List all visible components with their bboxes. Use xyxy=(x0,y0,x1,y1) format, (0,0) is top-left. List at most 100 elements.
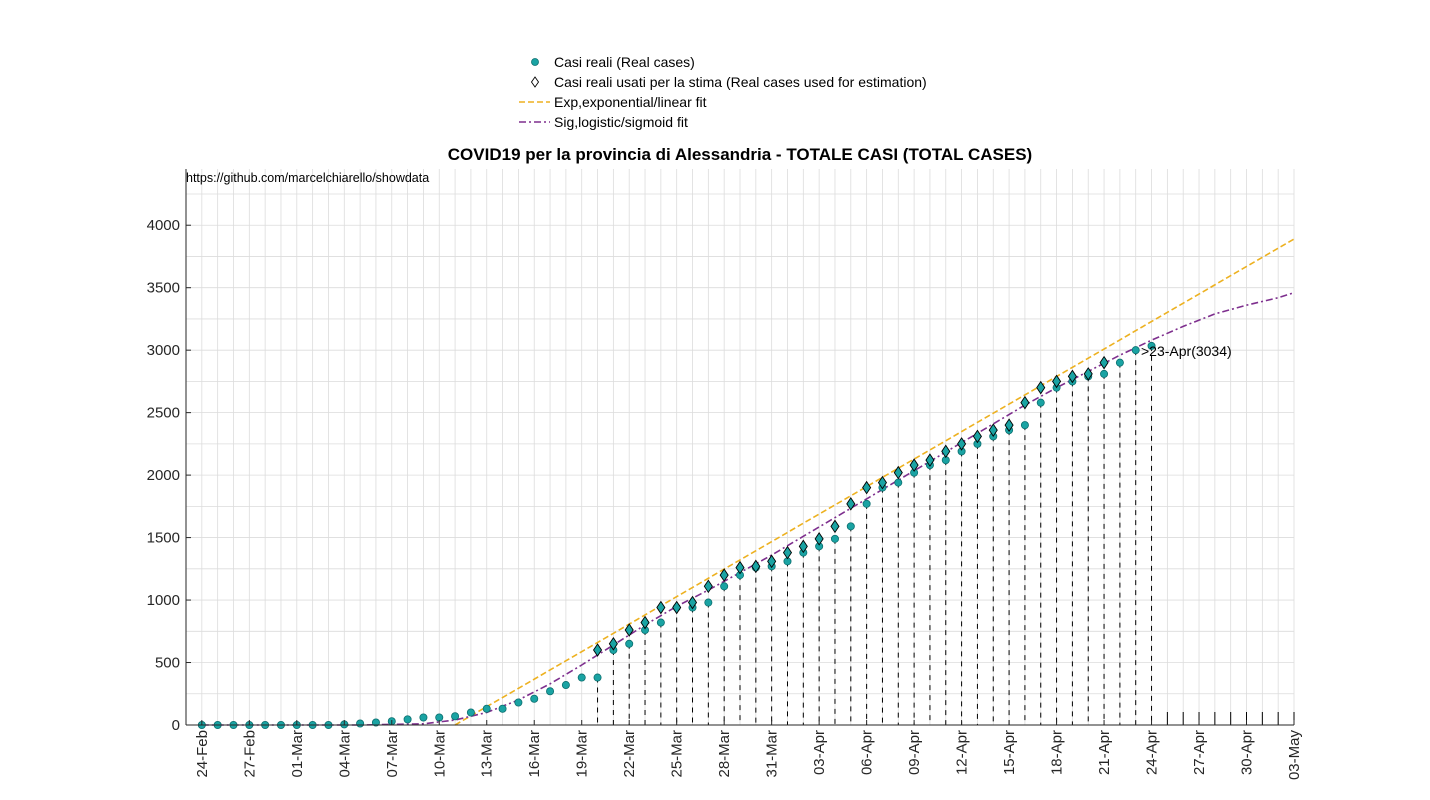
estimation-diamond xyxy=(877,475,887,490)
estimation-diamond xyxy=(703,579,713,594)
x-tick-label: 13-Mar xyxy=(479,730,496,778)
real-case-point xyxy=(546,687,555,696)
x-tick-label: 30-Apr xyxy=(1239,730,1256,775)
source-url: https://github.com/marcelchiarello/showd… xyxy=(186,171,429,185)
estimation-diamond xyxy=(672,600,682,615)
legend-marker-real-cases xyxy=(531,58,539,66)
x-tick-label: 03-Apr xyxy=(811,730,828,775)
estimation-diamond xyxy=(656,600,666,615)
estimation-diamond xyxy=(735,560,745,575)
estimation-diamond xyxy=(941,444,951,459)
estimation-diamond xyxy=(767,554,777,569)
estimation-diamond xyxy=(1004,418,1014,432)
estimation-diamond xyxy=(640,615,650,630)
x-tick-label: 22-Mar xyxy=(621,730,638,778)
real-case-point xyxy=(371,718,380,727)
estimation-diamond xyxy=(1083,367,1093,381)
estimation-diamond xyxy=(1067,369,1077,384)
real-case-point xyxy=(451,712,460,721)
estimation-diamond xyxy=(1036,380,1046,395)
real-case-point xyxy=(577,673,586,682)
legend-label-exp-fit: Exp,exponential/linear fit xyxy=(554,94,707,110)
estimation-diamond xyxy=(608,636,618,651)
x-tick-label: 12-Apr xyxy=(954,730,971,775)
estimation-diamond xyxy=(862,480,872,495)
x-tick-label: 31-Mar xyxy=(764,730,781,778)
y-tick-label: 1500 xyxy=(147,530,180,547)
real-case-point xyxy=(720,582,729,591)
real-case-point xyxy=(530,694,539,703)
real-case-point xyxy=(403,715,412,724)
x-tick-label: 18-Apr xyxy=(1049,730,1066,775)
y-tick-label: 2000 xyxy=(147,467,180,484)
real-case-point xyxy=(1100,369,1109,378)
grid-lines xyxy=(185,169,1295,726)
real-case-point xyxy=(466,708,475,717)
x-tick-label: 25-Mar xyxy=(669,730,686,778)
drop-lines xyxy=(597,345,1295,725)
y-tick-label: 500 xyxy=(155,655,180,672)
real-case-point xyxy=(498,704,507,713)
estimation-diamond xyxy=(1099,355,1109,370)
legend-marker-estimation-cases xyxy=(530,76,540,88)
x-tick-label: 10-Mar xyxy=(431,730,448,778)
real-case-point xyxy=(514,698,523,707)
sigmoid-fit-line xyxy=(201,291,1295,726)
real-case-point xyxy=(862,499,871,508)
estimation-diamond xyxy=(909,458,919,472)
legend-label-estimation-cases: Casi reali usati per la stima (Real case… xyxy=(554,74,927,90)
x-tick-label: 04-Mar xyxy=(336,730,353,778)
last-point-annotation: >23-Apr(3034) xyxy=(1141,343,1232,359)
x-tick-label: 09-Apr xyxy=(906,730,923,775)
estimation-diamond xyxy=(798,539,808,554)
y-tick-label: 3000 xyxy=(147,342,180,359)
real-case-point xyxy=(656,618,665,627)
chart-title: COVID19 per la provincia di Alessandria … xyxy=(448,145,1032,164)
real-case-point xyxy=(1020,421,1029,430)
estimation-diamond xyxy=(624,623,634,637)
real-case-point xyxy=(894,478,903,487)
estimation-diamond xyxy=(1052,374,1062,389)
estimation-diamond xyxy=(830,519,840,534)
real-case-point xyxy=(593,673,602,682)
x-tick-label: 28-Mar xyxy=(716,730,733,778)
real-case-point xyxy=(846,522,855,531)
y-tick-label: 0 xyxy=(172,717,180,734)
y-tick-label: 2500 xyxy=(147,405,180,422)
x-tick-label: 27-Apr xyxy=(1191,730,1208,775)
estimation-diamond xyxy=(687,595,698,610)
y-tick-label: 3500 xyxy=(147,280,180,297)
estimation-diamond xyxy=(751,559,761,574)
x-tick-label: 27-Feb xyxy=(241,730,258,778)
estimation-diamond xyxy=(719,568,729,582)
estimation-diamond xyxy=(814,532,824,546)
estimation-diamond xyxy=(925,453,935,467)
real-case-point xyxy=(561,681,570,690)
real-case-point xyxy=(1131,346,1140,355)
axes xyxy=(185,169,1295,726)
x-tick-label: 06-Apr xyxy=(859,730,876,775)
estimation-diamond xyxy=(988,423,998,437)
x-tick-label: 07-Mar xyxy=(384,730,401,778)
exp-fit-line xyxy=(454,238,1295,726)
estimation-diamond xyxy=(782,545,793,560)
real-case-point xyxy=(625,639,634,648)
legend-label-real-cases: Casi reali (Real cases) xyxy=(554,54,695,70)
y-tick-label: 1000 xyxy=(147,592,180,609)
real-case-point xyxy=(704,598,713,607)
real-case-point xyxy=(1036,398,1045,407)
x-tick-label: 01-Mar xyxy=(289,730,306,778)
estimation-diamond xyxy=(846,497,856,511)
real-case-point xyxy=(1115,358,1124,367)
real-case-point xyxy=(356,719,365,728)
real-case-point xyxy=(419,713,428,722)
x-tick-label: 24-Apr xyxy=(1144,730,1161,775)
estimation-diamond xyxy=(972,429,982,444)
x-tick-label: 24-Feb xyxy=(194,730,211,778)
tick-labels: 0 500 1000 1500 2000 2500 3000 3500 4000 24-Feb 27… xyxy=(147,217,1303,780)
x-tick-label: 03-May xyxy=(1286,730,1303,781)
estimation-diamond xyxy=(1020,395,1030,410)
x-tick-label: 16-Mar xyxy=(526,730,543,778)
estimation-diamond xyxy=(893,465,903,480)
